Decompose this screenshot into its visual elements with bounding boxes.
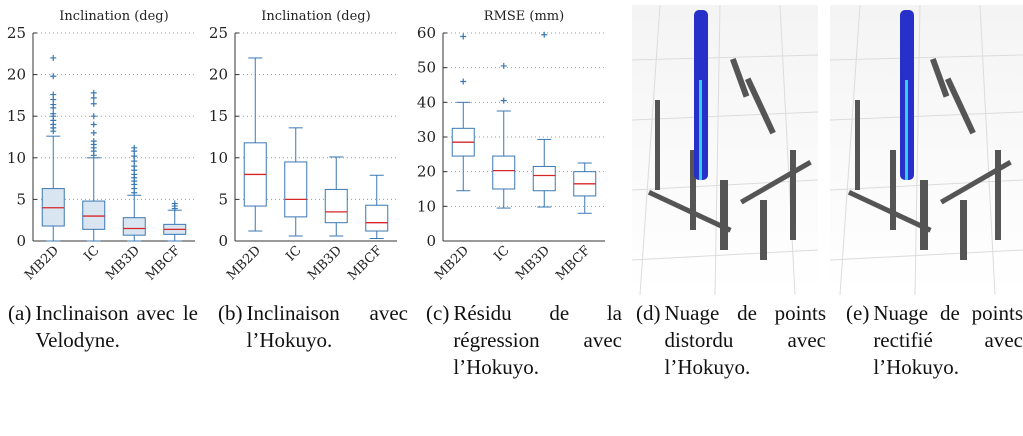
outlier xyxy=(90,89,97,96)
outlier xyxy=(50,110,57,117)
caption: (a) Inclinaison avec le Velodyne. xyxy=(8,300,198,354)
chart-title: Inclination (deg) xyxy=(261,9,370,24)
y-tick-label: 20 xyxy=(417,163,436,181)
caption-label: (d) xyxy=(636,301,661,325)
caption-text: Nuage de points rectifié avec l’Hokuyo. xyxy=(873,301,1023,379)
outlier xyxy=(50,54,57,61)
caption-label: (a) xyxy=(8,301,32,325)
y-tick-label: 25 xyxy=(7,24,26,42)
point-cloud-d xyxy=(631,4,819,295)
box-chart: Inclination (deg) 0 5 10 15 20 25 MB2D IC MB3D MBC… xyxy=(7,9,195,284)
x-tick-label: MBCF xyxy=(345,243,385,283)
x-tick-label: MB3D xyxy=(305,243,345,283)
y-tick-label: 15 xyxy=(209,107,228,125)
y-tick-label: 10 xyxy=(417,197,436,215)
box xyxy=(324,188,348,224)
x-tick-label: IC xyxy=(491,243,512,264)
box xyxy=(365,204,389,232)
outlier xyxy=(90,138,97,145)
x-tick-label: MB2D xyxy=(22,243,62,283)
outlier xyxy=(90,100,97,107)
x-tick-label: MB3D xyxy=(513,243,553,283)
x-tick-label: MB2D xyxy=(224,243,264,283)
outlier xyxy=(500,97,507,104)
caption: (c) Résidu de la régression avec l’Hokuyo… xyxy=(426,300,622,381)
box xyxy=(492,155,516,190)
outlier xyxy=(90,121,97,128)
caption-label: (e) xyxy=(846,301,870,325)
chart-title: Inclination (deg) xyxy=(59,9,168,24)
y-tick-label: 40 xyxy=(417,93,436,111)
y-tick-label: 0 xyxy=(16,232,26,250)
outlier xyxy=(50,73,57,80)
outlier xyxy=(500,62,507,69)
caption: (d) Nuage de points distordu avec l’Hokuy… xyxy=(636,300,826,381)
caption-text: Inclinaison avec l’Hokuyo. xyxy=(246,301,409,352)
outlier xyxy=(131,144,138,151)
x-tick-label: MBCF xyxy=(553,243,593,283)
box xyxy=(284,161,308,218)
outlier xyxy=(90,129,97,136)
x-tick-label: IC xyxy=(283,243,304,264)
box-chart: Inclination (deg) 0 5 10 15 20 25 MB2D IC MB3D MBC… xyxy=(209,9,397,284)
outlier xyxy=(541,31,548,38)
outlier xyxy=(460,33,467,40)
y-tick-label: 50 xyxy=(417,59,436,77)
x-tick-label: MB2D xyxy=(432,243,472,283)
x-tick-label: MB3D xyxy=(103,243,143,283)
box-chart: RMSE (mm) 0 10 20 30 40 50 60 MB2D IC MB3D MBCF xyxy=(417,9,605,284)
outlier xyxy=(50,91,57,98)
caption-label: (c) xyxy=(426,301,450,325)
box xyxy=(122,217,146,236)
y-tick-label: 20 xyxy=(209,66,228,84)
chart-title: RMSE (mm) xyxy=(484,9,564,24)
x-tick-label: IC xyxy=(81,243,102,264)
point-cloud-e xyxy=(829,4,1023,295)
y-tick-label: 10 xyxy=(7,149,26,167)
outlier xyxy=(90,113,97,120)
y-tick-label: 60 xyxy=(417,24,436,42)
caption-text: Nuage de points distordu avec l’Hokuyo. xyxy=(664,301,827,379)
caption-text: Inclinaison avec le Velodyne. xyxy=(35,301,198,352)
caption-text: Résidu de la régression avec l’Hokuyo. xyxy=(453,301,622,379)
y-tick-label: 25 xyxy=(209,24,228,42)
outlier xyxy=(460,78,467,85)
y-tick-label: 0 xyxy=(218,232,228,250)
y-tick-label: 15 xyxy=(7,107,26,125)
y-tick-label: 5 xyxy=(16,190,26,208)
y-tick-label: 20 xyxy=(7,66,26,84)
y-tick-label: 0 xyxy=(426,232,436,250)
x-tick-label: MBCF xyxy=(143,243,183,283)
y-tick-label: 10 xyxy=(209,149,228,167)
box xyxy=(532,165,556,192)
caption-label: (b) xyxy=(218,301,243,325)
y-tick-label: 5 xyxy=(218,190,228,208)
caption: (b) Inclinaison avec l’Hokuyo. xyxy=(218,300,408,354)
caption: (e) Nuage de points rectifié avec l’Hokuy… xyxy=(846,300,1023,381)
y-tick-label: 30 xyxy=(417,128,436,146)
outlier xyxy=(171,200,178,207)
box xyxy=(82,200,106,230)
